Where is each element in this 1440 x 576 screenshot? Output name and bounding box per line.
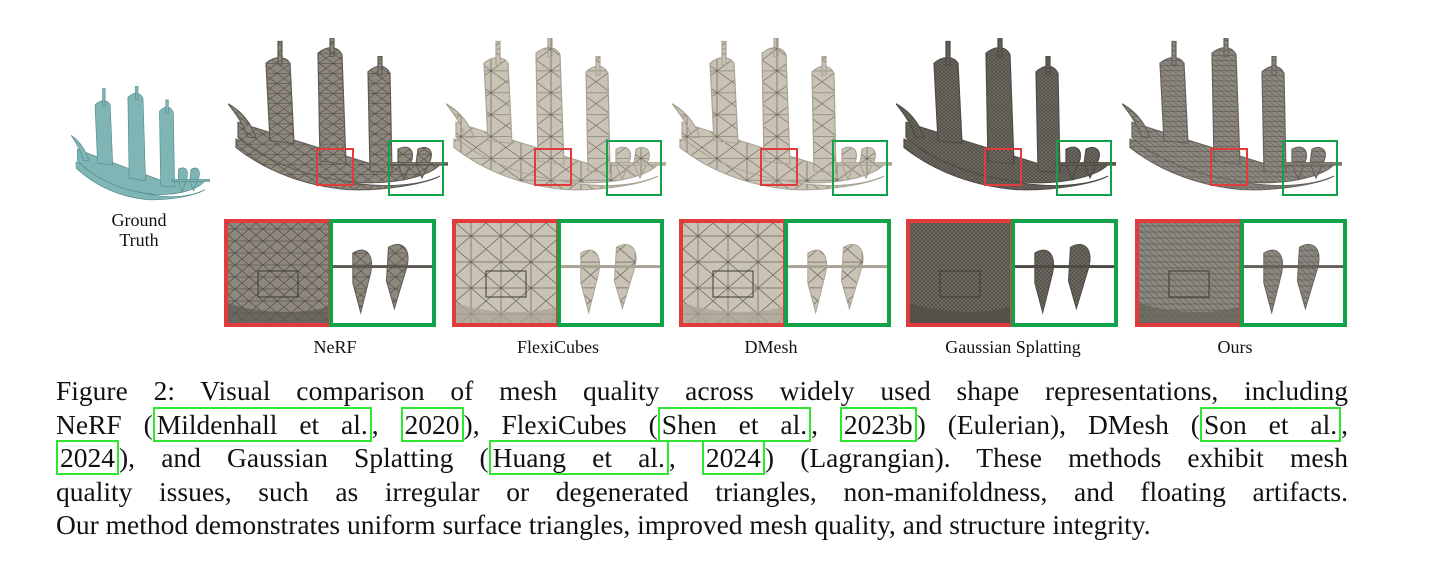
zoom-panel-red-dmesh: [679, 219, 787, 327]
highlight-box-red-flexicubes: [534, 148, 572, 186]
highlight-box-green-dmesh: [832, 140, 888, 196]
figure-caption: Figure 2: Visual comparison of mesh qual…: [56, 374, 1348, 542]
highlight-box-red-dmesh: [760, 148, 798, 186]
caption-line: NeRF (Mildenhall et al., 2020), FlexiCub…: [56, 406, 1348, 442]
caption-text: ), and Gaussian Splatting (: [119, 442, 489, 473]
caption-text: Our method demonstrates uniform surface …: [56, 509, 1151, 540]
zoom-panel-green-dmesh: [784, 219, 891, 327]
highlight-box-red-nerf: [316, 148, 354, 186]
highlight-box-red-gaussian-splatting: [984, 148, 1022, 186]
zoom-panel-red-gaussian-splatting: [906, 219, 1014, 327]
highlight-box-green-flexicubes: [606, 140, 662, 196]
caption-text: NeRF (: [56, 408, 153, 440]
zoom-panel-green-nerf: [329, 219, 436, 327]
method-label-dmesh: DMesh: [744, 337, 798, 357]
citation-link[interactable]: Mildenhall et al.: [152, 406, 372, 442]
citation-link[interactable]: 2024: [56, 440, 119, 475]
ground-truth-label: Ground Truth: [111, 210, 167, 250]
zoom-panel-green-ours: [1240, 219, 1347, 327]
caption-text: ,: [811, 408, 840, 440]
ground-truth-ship: [58, 86, 223, 206]
caption-text: ,: [1341, 408, 1348, 440]
highlight-box-green-ours: [1282, 140, 1338, 196]
highlight-box-green-gaussian-splatting: [1056, 140, 1112, 196]
citation-link[interactable]: Shen et al.: [657, 406, 812, 442]
caption-text: ) (Eulerian), DMesh (: [916, 408, 1200, 440]
method-label-flexicubes: FlexiCubes: [516, 337, 599, 357]
zoom-panel-red-ours: [1135, 219, 1243, 327]
method-label-ours: Ours: [1217, 337, 1253, 357]
caption-text: ), FlexiCubes (: [463, 408, 658, 440]
highlight-box-green-nerf: [388, 140, 444, 196]
caption-text: quality issues, such as irregular or deg…: [56, 475, 1348, 507]
method-label-nerf: NeRF: [313, 337, 357, 357]
zoom-panel-green-flexicubes: [557, 219, 664, 327]
caption-text: ,: [668, 442, 702, 473]
zoom-panel-red-flexicubes: [452, 219, 560, 327]
caption-line: quality issues, such as irregular or deg…: [56, 475, 1348, 509]
caption-line: 2024), and Gaussian Splatting (Huang et …: [56, 440, 1349, 475]
citation-link[interactable]: 2020: [400, 406, 464, 442]
highlight-box-red-ours: [1210, 148, 1248, 186]
citation-link[interactable]: Huang et al.: [488, 440, 669, 475]
zoom-panel-green-gaussian-splatting: [1011, 219, 1118, 327]
citation-link[interactable]: 2023b: [839, 406, 917, 442]
caption-line: Figure 2: Visual comparison of mesh qual…: [56, 374, 1348, 408]
zoom-panel-red-nerf: [224, 219, 332, 327]
method-label-gaussian-splatting: Gaussian Splatting: [945, 337, 1081, 357]
caption-text: ) (Lagrangian). These methods exhibit me…: [764, 442, 1349, 473]
citation-link[interactable]: 2024: [701, 440, 765, 475]
caption-line: Our method demonstrates uniform surface …: [56, 508, 1348, 542]
citation-link[interactable]: Son et al.: [1199, 406, 1342, 442]
caption-text: Figure 2: Visual comparison of mesh qual…: [56, 375, 1348, 406]
caption-text: ,: [371, 408, 401, 440]
